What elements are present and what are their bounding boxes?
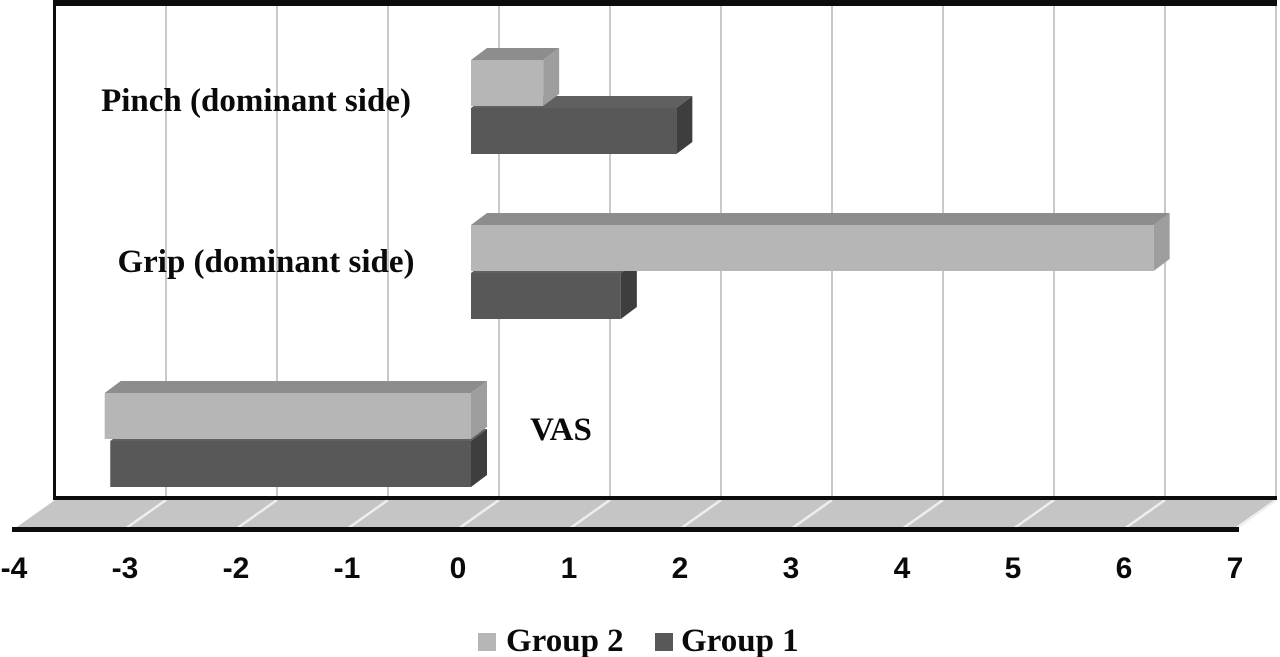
bar-group2-3	[104, 381, 487, 439]
bar-side-face	[620, 261, 637, 319]
legend-item-group2: Group 2	[478, 623, 624, 657]
plot-top-border	[53, 0, 1277, 6]
bar-side-face	[543, 48, 560, 106]
bar-front-face	[471, 273, 621, 319]
chart-floor	[14, 500, 1276, 529]
legend: Group 2 Group 1	[478, 623, 799, 657]
x-tick-label-2: 2	[672, 552, 689, 585]
x-tick-label-4: 4	[894, 552, 911, 585]
floor-gridline--3	[124, 498, 167, 531]
legend-item-group1: Group 1	[655, 623, 799, 657]
x-tick-label--2: -2	[223, 552, 250, 585]
legend-label-group2: Group 2	[506, 623, 624, 657]
bar-top-face	[104, 381, 487, 393]
x-tick-label--3: -3	[112, 552, 139, 585]
x-axis-tick-labels: -4 -3 -2 -1 0 1 2 3 4 5 6 7	[1, 552, 1244, 585]
floor-front-edge-line	[12, 527, 1239, 532]
floor-gridlines	[124, 498, 1277, 531]
category-label-vas: VAS	[530, 412, 592, 448]
floor-gridline-6	[1123, 498, 1166, 531]
x-tick-label-7: 7	[1227, 552, 1244, 585]
bar-top-face	[471, 213, 1170, 225]
floor-gridline-3	[790, 498, 833, 531]
x-axis-line	[53, 496, 1277, 500]
bar-group2-2	[471, 213, 1170, 271]
x-tick-label-6: 6	[1116, 552, 1133, 585]
bar-front-face	[471, 225, 1154, 271]
floor-gridline--1	[346, 498, 389, 531]
floor-gridline-5	[1012, 498, 1055, 531]
bar-side-face	[471, 381, 487, 439]
bar-top-face	[471, 48, 560, 60]
category-label-grip: Grip (dominant side)	[117, 244, 414, 280]
bar-front-face	[471, 108, 677, 154]
floor-gridline-0	[457, 498, 500, 531]
floor-gridline--2	[235, 498, 278, 531]
bar-group2-1	[471, 48, 560, 106]
bar-side-face	[471, 429, 487, 487]
bar-side-face	[676, 96, 693, 154]
bar-front-face	[104, 393, 471, 439]
floor-gridline-2	[679, 498, 722, 531]
legend-swatch-group2	[478, 633, 496, 651]
floor-gridline-1	[568, 498, 611, 531]
x-tick-label-3: 3	[783, 552, 800, 585]
x-tick-label-1: 1	[561, 552, 578, 585]
legend-label-group1: Group 1	[681, 623, 799, 657]
x-tick-label-5: 5	[1005, 552, 1022, 585]
bar-front-face	[471, 60, 544, 106]
floor-gridline-7	[1234, 498, 1277, 531]
bar-series	[104, 48, 1170, 487]
x-tick-label--1: -1	[334, 552, 361, 585]
x-tick-label-0: 0	[450, 552, 467, 585]
bar-front-face	[110, 441, 471, 487]
bar-group1-1	[471, 96, 693, 154]
floor-gridline-4	[901, 498, 944, 531]
category-label-pinch: Pinch (dominant side)	[101, 83, 411, 119]
bar-side-face	[1153, 213, 1170, 271]
x-tick-label--4: -4	[1, 552, 28, 585]
legend-swatch-group1	[655, 633, 673, 651]
plot-left-border	[53, 0, 56, 500]
